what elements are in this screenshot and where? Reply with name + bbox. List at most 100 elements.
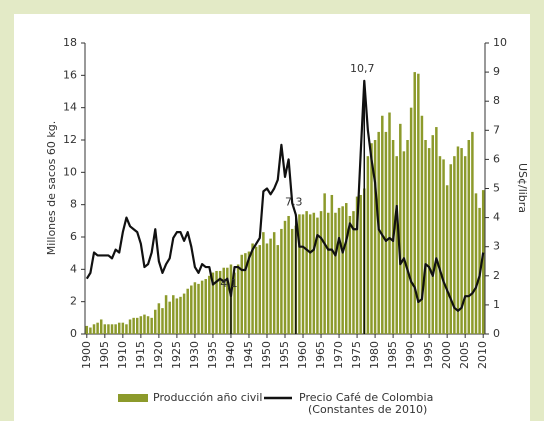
bar	[197, 283, 200, 334]
bar	[262, 232, 265, 334]
y2-tick-label: 3	[493, 240, 500, 253]
bar	[136, 317, 139, 334]
bar	[265, 243, 269, 334]
bar	[352, 211, 355, 334]
y2-tick-label: 2	[493, 269, 500, 282]
x-tick-label: 2005	[458, 341, 471, 369]
legend-label: Precio Café de Colombia	[299, 391, 433, 404]
bar	[355, 196, 359, 334]
bar	[190, 285, 193, 334]
bar	[463, 156, 467, 334]
bar	[417, 73, 420, 334]
bar	[453, 156, 456, 334]
bar	[395, 156, 398, 334]
y-tick-label: 2	[70, 295, 77, 308]
y2-axis-title: US¢/libra	[516, 163, 529, 213]
bar	[139, 316, 143, 334]
bar	[319, 211, 323, 334]
bar	[107, 324, 110, 334]
bar	[359, 194, 362, 334]
bar	[186, 288, 189, 334]
bar	[244, 253, 247, 334]
bar	[85, 325, 89, 334]
bar	[438, 156, 442, 334]
bar	[218, 270, 222, 334]
x-tick-label: 1975	[350, 341, 363, 369]
bar	[125, 324, 128, 334]
x-tick-label: 1965	[314, 341, 327, 369]
bar	[226, 267, 229, 334]
x-tick-label: 1910	[116, 341, 129, 369]
bar	[157, 303, 161, 334]
bar	[370, 143, 373, 334]
bar	[312, 212, 316, 334]
bar	[247, 251, 251, 334]
y2-tick-label: 6	[493, 152, 500, 165]
bar	[334, 212, 337, 334]
y2-tick-label: 5	[493, 182, 500, 195]
bar	[283, 220, 287, 334]
x-tick-label: 1995	[422, 341, 435, 369]
bar	[345, 203, 348, 334]
bar	[128, 319, 132, 334]
legend-label: Producción año civil	[153, 391, 262, 404]
bar	[326, 212, 330, 334]
x-tick-label: 1970	[332, 341, 345, 369]
x-tick-label: 1960	[296, 341, 309, 369]
x-tick-label: 1990	[404, 341, 417, 369]
y2-tick-label: 9	[493, 65, 500, 78]
bar	[388, 112, 391, 335]
bar	[366, 156, 370, 334]
bar	[193, 282, 197, 334]
bar	[456, 146, 460, 334]
bar	[384, 131, 388, 334]
x-tick-label: 1900	[80, 341, 93, 369]
x-tick-label: 1980	[368, 341, 381, 369]
bar	[276, 245, 280, 334]
bar	[204, 279, 207, 334]
bar	[92, 324, 96, 334]
y-tick-label: 10	[63, 165, 77, 178]
bar	[449, 164, 453, 334]
bar	[305, 211, 308, 334]
bar	[117, 322, 121, 334]
bar	[280, 228, 283, 334]
legend-detail: (Constantes de 2010)	[308, 403, 427, 416]
x-tick-label: 1945	[242, 341, 255, 369]
bar	[402, 151, 406, 334]
x-tick-label: 1905	[98, 341, 111, 369]
y-axis-title: Millones de sacos 60 kg.	[45, 121, 58, 255]
bar	[301, 214, 305, 334]
bar	[200, 280, 204, 334]
bar	[208, 275, 211, 334]
bar	[172, 295, 175, 334]
bar	[427, 148, 431, 334]
bar	[341, 206, 344, 334]
x-tick-label: 1950	[260, 341, 273, 369]
y-tick-label: 4	[70, 262, 77, 275]
bar	[164, 295, 168, 334]
x-tick-label: 1930	[188, 341, 201, 369]
bar	[409, 107, 413, 335]
y-tick-label: 16	[63, 68, 77, 81]
bar	[399, 123, 402, 334]
bar	[175, 298, 179, 334]
x-tick-label: 1940	[224, 341, 237, 369]
bar	[381, 115, 384, 334]
annotation: 7,3	[285, 196, 303, 209]
y-tick-label: 14	[63, 101, 77, 114]
x-tick-label: 1915	[134, 341, 147, 369]
bar	[308, 214, 312, 334]
legend-swatch	[118, 394, 148, 402]
x-tick-label: 2010	[476, 341, 489, 369]
annotation: 4,1	[220, 277, 238, 290]
line	[85, 79, 485, 312]
y2-tick-label: 8	[493, 94, 500, 107]
y2-tick-label: 7	[493, 123, 500, 136]
x-tick-label: 1920	[152, 341, 165, 369]
bar	[103, 324, 107, 334]
bar	[182, 293, 186, 334]
bar	[168, 301, 171, 334]
bar	[96, 322, 99, 334]
